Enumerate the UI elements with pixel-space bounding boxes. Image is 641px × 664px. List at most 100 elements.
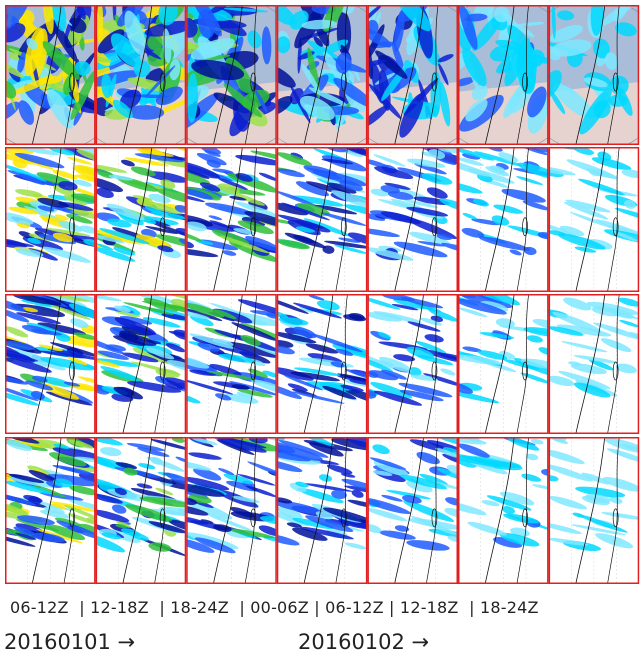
echo xyxy=(37,322,87,336)
echo xyxy=(571,524,626,536)
panel-frame xyxy=(186,5,277,145)
echo xyxy=(49,147,76,156)
echo xyxy=(40,357,95,371)
panel-frame xyxy=(276,5,368,145)
coastline xyxy=(122,147,153,292)
lake xyxy=(522,72,528,92)
echo xyxy=(201,54,231,62)
echo xyxy=(303,218,351,237)
echo xyxy=(527,86,547,118)
echo xyxy=(98,482,115,492)
echo xyxy=(12,294,62,306)
echo xyxy=(67,356,88,366)
echo xyxy=(258,172,277,182)
border xyxy=(425,5,439,145)
echo xyxy=(186,73,198,123)
echo xyxy=(112,504,127,514)
echo xyxy=(70,14,82,32)
echo xyxy=(66,214,93,224)
echo xyxy=(217,437,267,453)
echo xyxy=(435,447,458,459)
echo xyxy=(525,453,539,461)
echo xyxy=(95,233,125,244)
echo xyxy=(428,528,458,538)
echo xyxy=(393,241,448,258)
echo xyxy=(120,159,135,167)
panel-frame xyxy=(5,294,96,434)
echo xyxy=(107,218,132,228)
echo xyxy=(186,497,197,505)
panel-frame xyxy=(367,147,458,292)
echo xyxy=(595,533,634,549)
echo xyxy=(150,456,163,465)
echo xyxy=(322,39,349,55)
echo xyxy=(186,214,214,227)
echo xyxy=(367,28,392,48)
echo xyxy=(436,233,453,240)
echo xyxy=(518,21,545,27)
echo xyxy=(563,297,592,311)
echo xyxy=(49,452,87,467)
echo xyxy=(548,326,584,336)
echo xyxy=(462,346,482,353)
echo xyxy=(155,187,187,204)
echo xyxy=(18,231,35,239)
border xyxy=(154,437,167,584)
echo xyxy=(15,248,44,257)
echo xyxy=(406,480,433,493)
echo xyxy=(25,380,54,391)
radar-panel xyxy=(548,5,640,145)
radar-panel xyxy=(95,5,187,145)
echo xyxy=(340,384,364,392)
echo xyxy=(223,83,263,118)
border xyxy=(63,294,77,434)
echo xyxy=(5,5,30,30)
echo xyxy=(417,241,446,247)
echo xyxy=(526,335,543,343)
echo xyxy=(367,5,384,27)
echo xyxy=(471,84,488,101)
echo xyxy=(308,87,347,106)
echo xyxy=(28,469,61,485)
echo xyxy=(23,495,43,503)
echo xyxy=(493,6,510,23)
echo xyxy=(308,294,325,301)
echo xyxy=(115,462,138,470)
echo xyxy=(63,381,81,387)
echo xyxy=(73,179,92,187)
echo xyxy=(322,385,357,400)
echo xyxy=(218,468,235,476)
echo xyxy=(428,149,446,159)
echo xyxy=(5,383,39,402)
echo xyxy=(5,501,29,516)
echo xyxy=(489,165,505,173)
echo xyxy=(338,237,361,243)
echo xyxy=(161,155,187,163)
echo xyxy=(493,204,524,214)
echo xyxy=(367,158,389,168)
echo xyxy=(548,230,567,236)
echo xyxy=(95,454,127,469)
echo xyxy=(575,486,626,498)
echo xyxy=(14,152,65,169)
panel-frame xyxy=(186,437,277,584)
echo xyxy=(229,195,247,201)
echo xyxy=(52,447,96,461)
echo xyxy=(326,464,353,475)
echo xyxy=(406,206,449,217)
coastline xyxy=(575,294,606,434)
echo xyxy=(557,233,606,250)
echo xyxy=(532,484,549,490)
echo xyxy=(58,220,83,232)
border xyxy=(335,5,348,145)
echo xyxy=(145,171,187,183)
echo xyxy=(313,36,323,47)
border xyxy=(63,5,77,145)
echo xyxy=(142,317,181,328)
echo xyxy=(5,308,30,323)
echo xyxy=(458,147,495,161)
echo xyxy=(110,33,141,67)
echo xyxy=(458,181,483,194)
echo xyxy=(52,169,78,180)
echo xyxy=(164,377,187,392)
